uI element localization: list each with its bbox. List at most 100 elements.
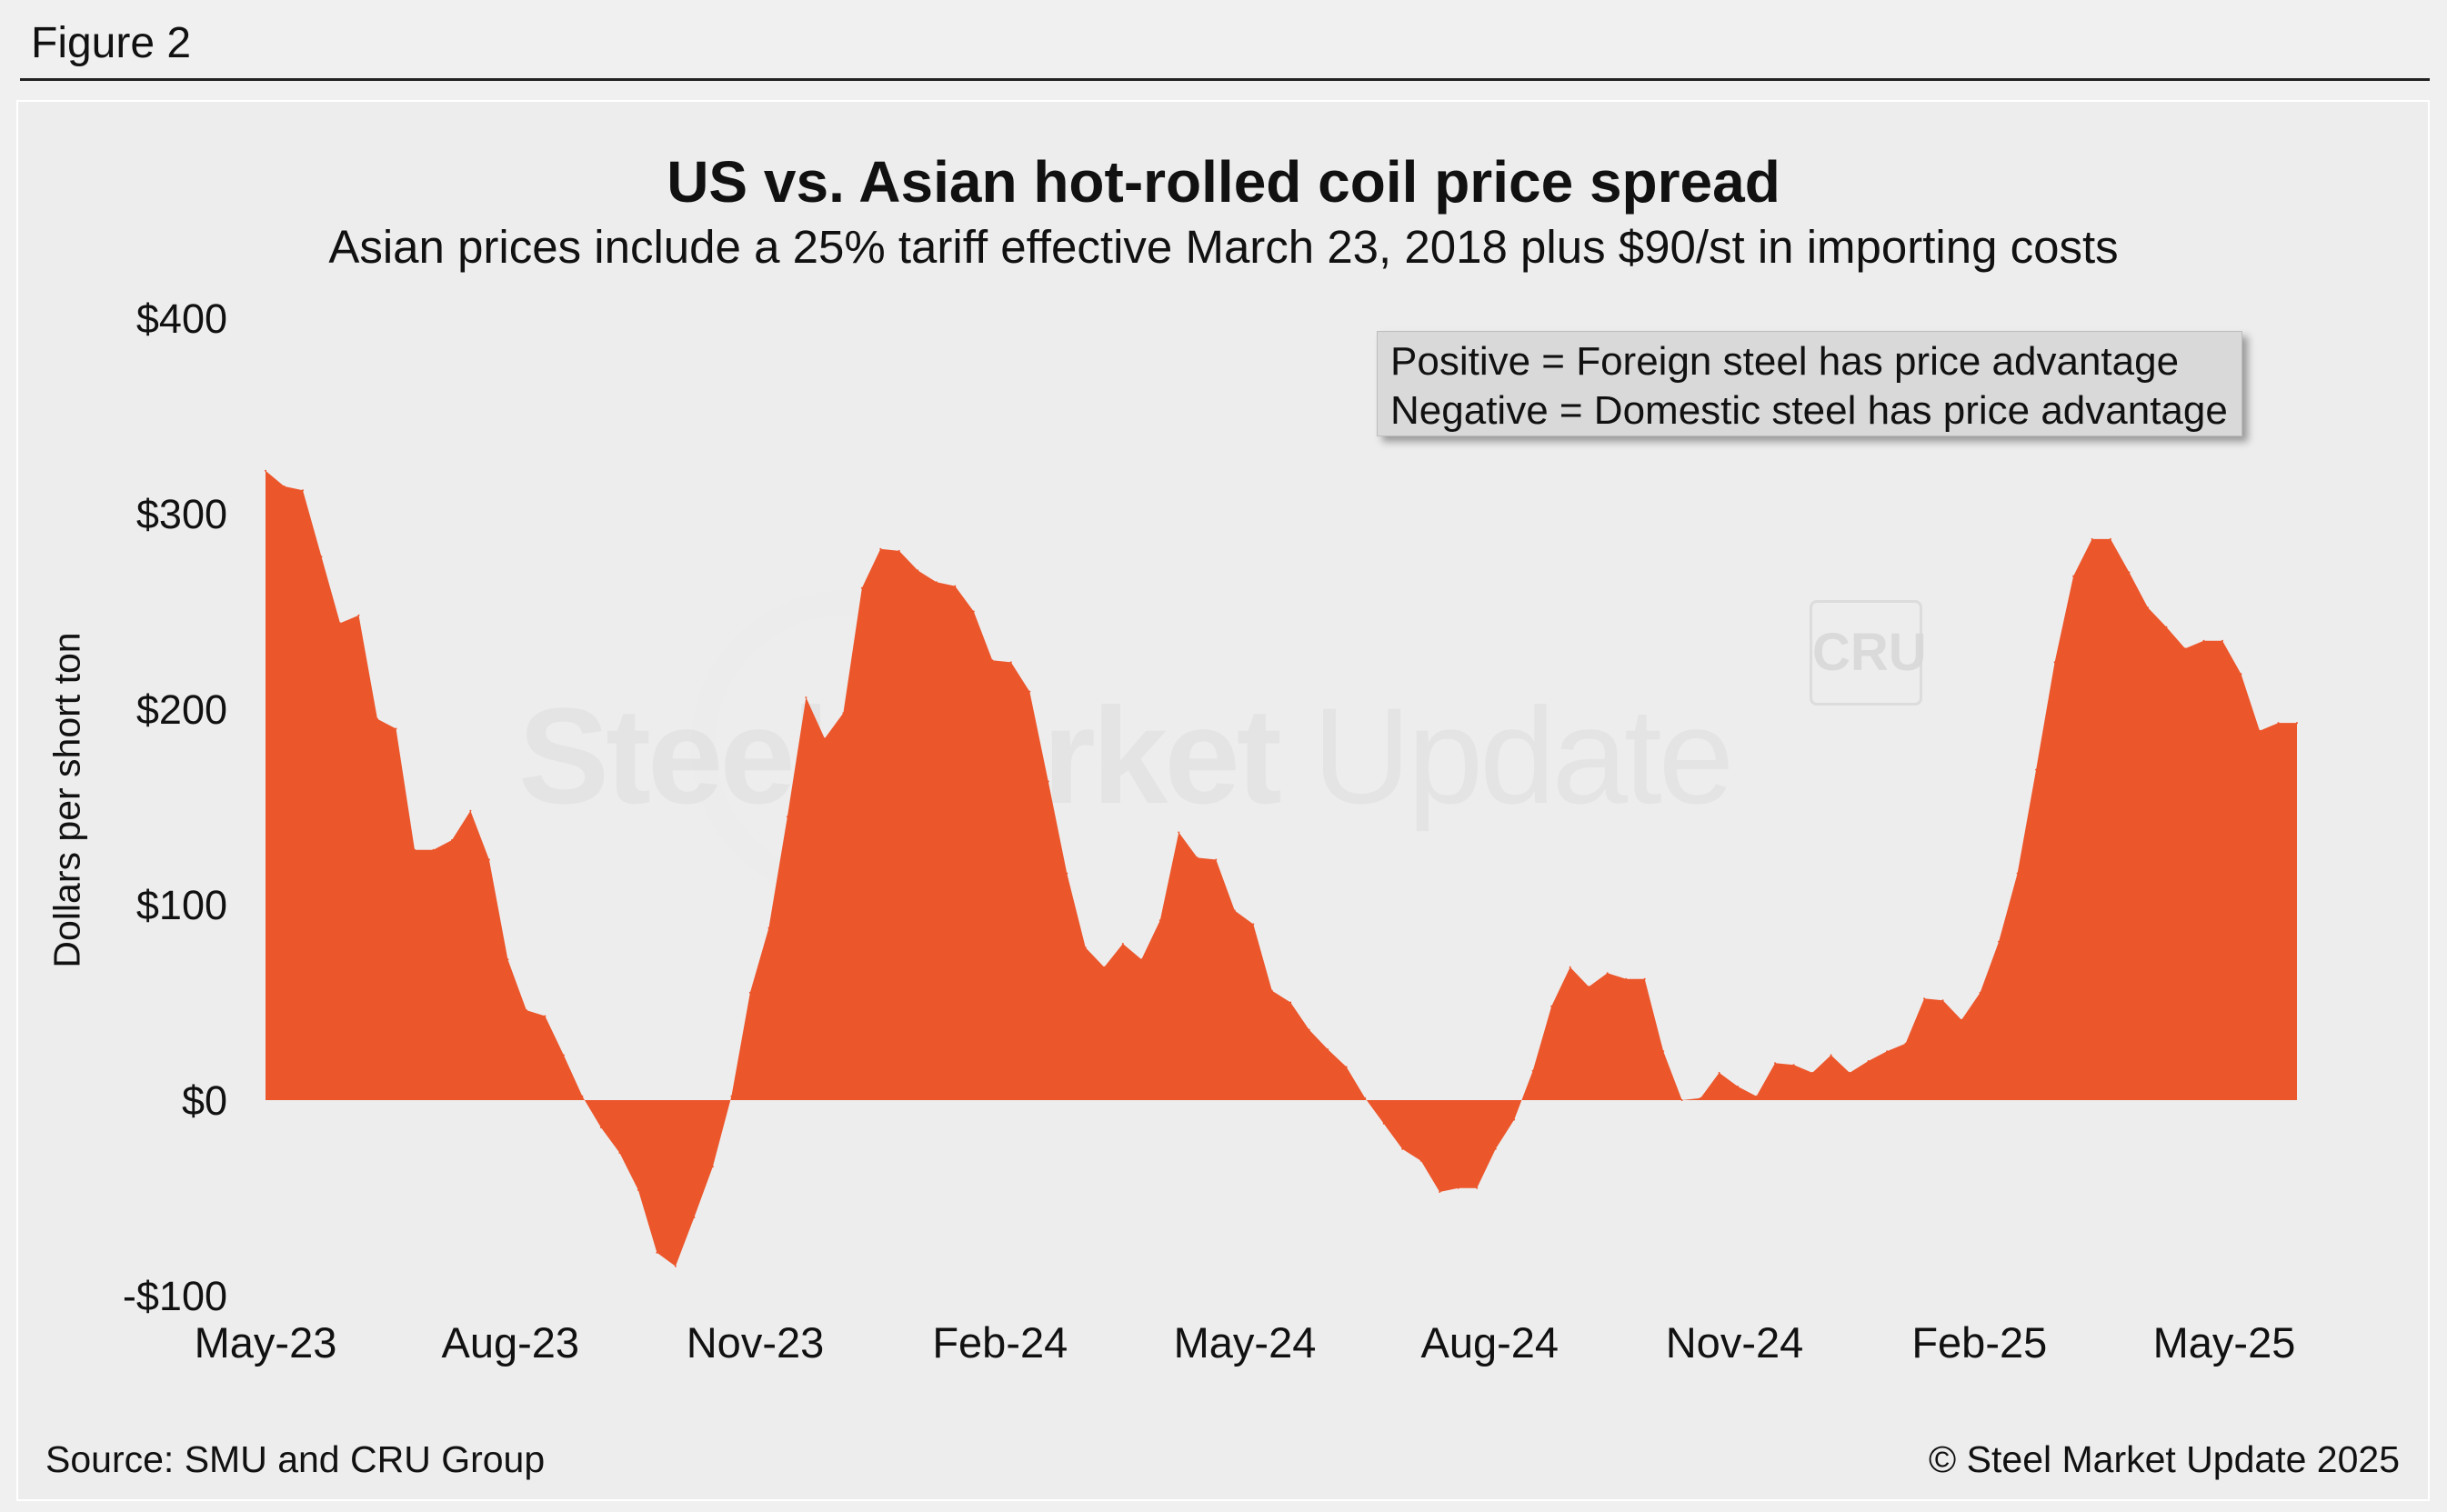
y-tick-label: $100 [136,882,227,928]
data-point [2110,537,2111,540]
data-point [1625,977,1628,980]
data-point [1345,1066,1348,1068]
data-point [1718,1071,1720,1074]
data-point [2128,571,2131,574]
data-point [842,712,845,715]
data-point [898,549,900,552]
data-point [1830,1054,1832,1056]
data-point [506,958,509,961]
data-point [693,1217,696,1218]
data-point [1550,1005,1553,1007]
data-point [599,1126,602,1129]
data-point [1755,1095,1758,1097]
data-point [1923,997,1926,1000]
data-point [2016,872,2019,875]
legend-box: Positive = Foreign steel has price advan… [1377,331,2242,436]
data-point [1849,1071,1851,1074]
data-point [972,610,975,613]
cru-logo: CRU [1810,600,1927,706]
x-tick-label: Aug-23 [442,1318,580,1367]
data-point [2072,575,2075,577]
data-point [1811,1071,1814,1074]
data-point [2184,647,2186,650]
data-point [1513,1118,1516,1121]
data-point [1867,1060,1870,1062]
data-point [320,556,323,558]
data-point [1215,858,1218,861]
series-area [266,470,2297,1267]
data-point [376,717,378,720]
data-point [1662,1050,1665,1053]
data-point [2147,606,2149,609]
data-point [414,848,416,851]
data-point [991,659,994,662]
data-point [1476,1187,1479,1189]
y-tick-label: $200 [136,686,227,733]
data-point [1439,1191,1441,1193]
data-point [1531,1069,1534,1072]
data-point [879,547,882,550]
data-point [2259,729,2261,732]
data-point [711,1166,714,1168]
data-point [1066,872,1068,875]
data-point [1700,1096,1702,1099]
data-point [917,569,919,572]
data-point [2091,537,2093,540]
data-point [637,1188,639,1191]
data-point [674,1265,677,1267]
data-point [544,1015,547,1017]
data-point [1606,972,1609,975]
data-point [767,926,770,929]
data-point [1569,966,1571,968]
data-point [1121,943,1124,945]
data-point [1961,1018,1963,1021]
data-point [2053,661,2056,664]
data-point [618,1152,621,1154]
data-point [1270,989,1273,992]
chart-title: US vs. Asian hot-rolled coil price sprea… [667,149,1780,215]
data-point [1401,1147,1404,1150]
x-tick-label: May-23 [195,1318,337,1367]
data-point [1327,1048,1329,1051]
data-point [1457,1187,1459,1189]
data-point [451,839,453,841]
data-point [1084,946,1087,949]
figure-divider [20,78,2430,81]
data-point [954,585,957,587]
data-point [2035,768,2038,771]
data-point [469,809,472,812]
data-point [1643,977,1646,980]
data-point [1047,780,1049,783]
data-point [432,848,435,851]
data-point [1289,1001,1292,1004]
data-point [1588,986,1590,988]
data-point [357,614,360,616]
data-point [1308,1028,1310,1031]
data-point [562,1054,565,1056]
data-point [1103,966,1106,968]
data-point [2240,673,2242,676]
y-tick-label: $400 [136,295,227,342]
data-point [581,1095,584,1097]
data-point [339,622,341,625]
data-point [2165,626,2168,628]
figure-label: Figure 2 [31,19,192,67]
watermark-light: Update [1278,679,1734,832]
legend-line-negative: Negative = Domestic steel has price adva… [1390,388,2228,433]
y-tick-label: $300 [136,491,227,537]
data-point [1886,1050,1889,1053]
data-point [2277,722,2280,725]
data-point [1904,1042,1907,1045]
data-point [1979,991,1981,994]
data-point [1774,1062,1777,1065]
data-point [656,1251,658,1254]
data-point [302,489,304,492]
data-point [1158,919,1161,922]
data-point [2221,639,2223,642]
data-point [935,581,938,584]
data-point [823,737,826,740]
data-point [860,586,863,589]
data-point [1680,1099,1683,1101]
